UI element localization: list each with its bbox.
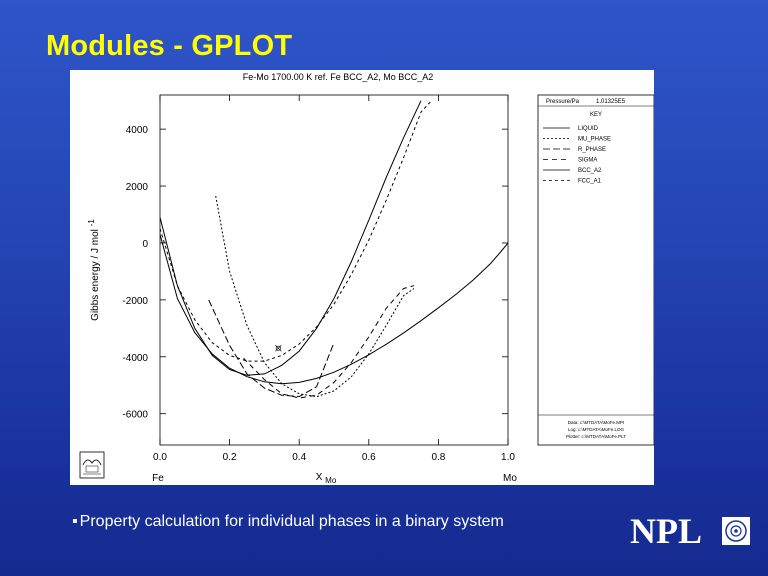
x-axis-label-main: X — [316, 472, 323, 483]
npl-logo: NPL — [630, 513, 750, 549]
chart-panel: Fe-Mo 1700.00 K ref. Fe BCC_A2, Mo BCC_A… — [70, 70, 654, 485]
x-tick-label: 0.0 — [153, 452, 167, 463]
series-line-bcc-a2 — [160, 100, 422, 376]
series-line-sigma — [243, 285, 415, 399]
legend-entries: LIQUID MU_PHASE R_PHASE SIGMA BCC_A2 FCC_A1 — [543, 126, 611, 185]
data-marker-cross — [275, 345, 282, 352]
bullet-text: Property calculation for individual phas… — [79, 513, 504, 530]
series-layer — [160, 100, 508, 399]
x-tick-label: 0.6 — [362, 452, 376, 463]
legend-entry-label: FCC_A1 — [578, 179, 602, 185]
series-line-mu-phase — [215, 195, 415, 398]
y-tick-label: 4000 — [126, 125, 149, 136]
x-tick-label: 1.0 — [501, 452, 515, 463]
slide-title: Modules - GPLOT — [46, 30, 293, 62]
legend-entry-label: BCC_A2 — [578, 168, 602, 174]
npl-logo-text: NPL — [630, 511, 702, 551]
y-axis-label: Gibbs energy / J mol -1 — [87, 219, 101, 321]
y-tick-label: -6000 — [122, 410, 148, 421]
x-tick-label: 0.4 — [292, 452, 306, 463]
legend-footer-log: Log: c:\MTDATA\MoFe.LOG — [568, 427, 625, 432]
bullet-square-icon: ▪ — [72, 513, 78, 530]
y-tick-label: -4000 — [122, 353, 148, 364]
x-axis-label-sub: Mo — [325, 476, 337, 485]
y-axis-label-sup: -1 — [87, 219, 96, 227]
marker-layer — [275, 345, 282, 352]
legend-pressure-header: Pressure/Pa — [546, 99, 580, 105]
legend-entry-label: SIGMA — [578, 158, 597, 164]
gibbs-energy-chart: Fe-Mo 1700.00 K ref. Fe BCC_A2, Mo BCC_A… — [79, 72, 654, 485]
x-axis-label: X Mo — [316, 472, 337, 485]
legend-entry-label: MU_PHASE — [578, 137, 611, 143]
series-line-liquid — [160, 234, 508, 385]
series-line-r-phase — [208, 299, 335, 398]
legend-key-label: KEY — [590, 112, 602, 118]
y-axis-ticks: 4000 2000 0 -2000 -4000 -6000 — [122, 125, 508, 421]
legend-pressure-value: 1.01325E5 — [596, 99, 626, 105]
chart-title: Fe-Mo 1700.00 K ref. Fe BCC_A2, Mo BCC_A… — [243, 72, 434, 82]
series-line-fcc-a1 — [160, 100, 432, 362]
legend: Pressure/Pa 1.01325E5 KEY LIQUID MU_PHASE… — [537, 94, 654, 446]
legend-entry-label: LIQUID — [578, 126, 599, 132]
x-tick-label: 0.2 — [223, 452, 237, 463]
x-axis-ticks: 0.0 0.2 0.4 0.6 0.8 1.0 — [153, 95, 515, 463]
legend-entry-label: R_PHASE — [578, 147, 606, 153]
plot-frame — [159, 94, 509, 446]
slide-bullet: ▪ Property calculation for individual pha… — [72, 513, 504, 531]
y-tick-label: -2000 — [122, 296, 148, 307]
x-axis-end-label-fe: Fe — [152, 473, 164, 484]
legend-footer-plotter: Plotter: c:\MTDATA\MoFe.PLT — [566, 434, 626, 439]
legend-frame — [537, 94, 654, 446]
x-axis-end-label-mo: Mo — [503, 473, 517, 484]
data-marker — [275, 345, 281, 351]
legend-footer-data: Data: c:\MTDATA\MoFe.MPI — [568, 420, 625, 425]
y-tick-label: 2000 — [126, 182, 149, 193]
y-tick-label: 0 — [142, 239, 148, 250]
y-axis-label-main: Gibbs energy / J mol — [90, 229, 101, 321]
x-tick-label: 0.8 — [431, 452, 445, 463]
mtdata-logo-icon — [79, 451, 105, 479]
npl-crest-icon — [722, 517, 750, 545]
